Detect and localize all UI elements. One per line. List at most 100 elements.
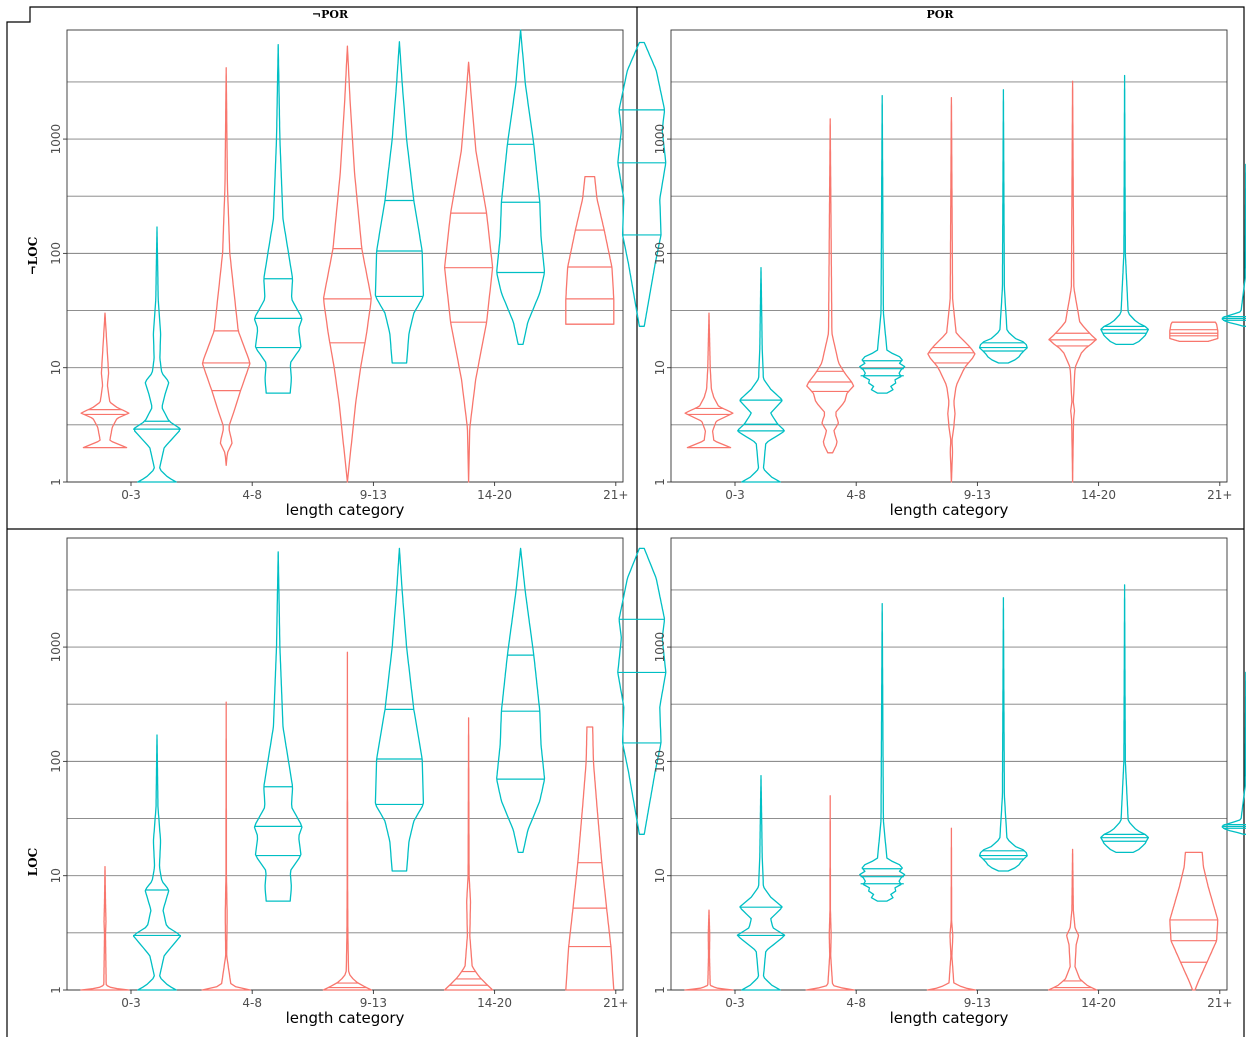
violin-red-21+	[565, 726, 615, 991]
violin-teal-9-13	[978, 597, 1028, 872]
violin-teal-4-8	[859, 602, 906, 902]
panel-border	[66, 29, 624, 483]
series-red	[80, 651, 615, 991]
x-tick-label: 9-13	[360, 488, 387, 502]
y-tick-label: 1000	[653, 632, 667, 663]
violin-teal-9-13	[374, 547, 425, 872]
violin-teal-21+	[617, 547, 667, 835]
violin-teal-4-8	[253, 44, 303, 394]
x-axis: 0-3 4-8 9-13 14-20 21+	[725, 482, 1232, 502]
x-axis-title: length category	[890, 501, 1009, 519]
series-red	[684, 80, 1219, 483]
x-tick-label: 21+	[603, 996, 628, 1010]
y-tick-label: 100	[49, 242, 63, 265]
series-teal	[133, 29, 667, 483]
x-tick-label: 4-8	[846, 488, 866, 502]
panel-2: 1 10 100 1000 0-3 4-8 9-13 14-20 21+ length categ…	[653, 29, 1246, 519]
y-axis: 1 10 100 1000	[653, 124, 671, 486]
violin-red-9-13	[322, 651, 373, 991]
violin-red-21+	[1169, 851, 1219, 991]
y-axis: 1 10 100 1000	[49, 632, 67, 994]
x-tick-label: 4-8	[242, 996, 262, 1010]
x-tick-label: 9-13	[964, 996, 991, 1010]
y-tick-label: 100	[49, 750, 63, 773]
violin-red-9-13	[927, 97, 976, 483]
row-label-loc: LOC	[26, 848, 40, 876]
violin-red-14-20	[1048, 80, 1097, 483]
panel-1: 1 10 100 1000 0-3 4-8 9-13 14-20 21+ length categ…	[49, 29, 667, 519]
y-tick-label: 100	[653, 750, 667, 773]
x-axis: 0-3 4-8 9-13 14-20 21+	[725, 990, 1232, 1010]
violin-red-21+	[565, 175, 615, 325]
x-tick-label: 9-13	[360, 996, 387, 1010]
violin-teal-4-8	[253, 551, 303, 902]
y-tick-label: 10	[49, 868, 63, 883]
column-label-por: POR	[927, 8, 955, 21]
violin-teal-0-3	[736, 775, 786, 991]
violin-teal-21+	[1221, 163, 1246, 327]
y-tick-label: 1000	[653, 124, 667, 155]
violin-teal-14-20	[1100, 74, 1149, 346]
violin-teal-0-3	[133, 226, 181, 483]
series-teal	[737, 74, 1246, 483]
x-tick-label: 0-3	[121, 996, 141, 1010]
y-tick-label: 1000	[49, 124, 63, 155]
violin-red-4-8	[805, 795, 855, 991]
violin-red-0-3	[80, 865, 130, 991]
y-tick-label: 1	[49, 986, 63, 994]
x-tick-label: 0-3	[725, 996, 745, 1010]
x-tick-label: 14-20	[477, 488, 512, 502]
violin-red-4-8	[201, 701, 251, 991]
y-tick-label: 10	[653, 360, 667, 375]
x-axis-title: length category	[286, 501, 405, 519]
x-tick-label: 21+	[1207, 996, 1232, 1010]
violin-teal-14-20	[496, 29, 546, 346]
violin-teal-21+	[617, 41, 667, 327]
x-tick-label: 21+	[1207, 488, 1232, 502]
violin-teal-4-8	[859, 94, 906, 394]
panel-border	[66, 537, 624, 991]
x-tick-label: 14-20	[1081, 488, 1116, 502]
x-tick-label: 21+	[603, 488, 628, 502]
x-tick-label: 14-20	[477, 996, 512, 1010]
column-label-not-por: ¬POR	[312, 8, 349, 21]
x-tick-label: 9-13	[964, 488, 991, 502]
violin-teal-9-13	[978, 89, 1028, 364]
gridlines	[67, 589, 623, 991]
violin-red-4-8	[806, 118, 855, 454]
violin-red-0-3	[684, 909, 734, 991]
series-teal	[736, 584, 1246, 991]
series-red	[80, 45, 615, 483]
x-tick-label: 0-3	[725, 488, 745, 502]
panel-border	[670, 537, 1228, 991]
y-tick-label: 1000	[49, 632, 63, 663]
panel-4: 1 10 100 1000 0-3 4-8 9-13 14-20 21+ length categ…	[653, 537, 1246, 1027]
violin-red-14-20	[443, 717, 494, 991]
y-tick-label: 1	[653, 986, 667, 994]
violin-red-14-20	[1047, 848, 1098, 991]
x-axis-title: length category	[286, 1009, 405, 1027]
figure-frame	[6, 6, 1245, 1037]
gridlines	[671, 589, 1227, 991]
y-tick-label: 10	[49, 360, 63, 375]
violin-teal-0-3	[737, 267, 785, 483]
y-axis: 1 10 100 1000	[49, 124, 67, 486]
x-tick-label: 4-8	[242, 488, 262, 502]
violin-red-9-13	[322, 45, 372, 483]
violin-teal-14-20	[1100, 584, 1150, 854]
violin-red-9-13	[926, 827, 977, 991]
panel-border	[670, 29, 1228, 483]
violin-red-21+	[1169, 321, 1219, 343]
row-label-not-loc: ¬LOC	[26, 237, 40, 276]
x-axis-title: length category	[890, 1009, 1009, 1027]
violin-teal-0-3	[132, 734, 182, 991]
series-red	[684, 795, 1219, 991]
x-tick-label: 4-8	[846, 996, 866, 1010]
violin-red-0-3	[80, 312, 130, 449]
violin-red-0-3	[684, 312, 734, 449]
x-axis: 0-3 4-8 9-13 14-20 21+	[121, 990, 628, 1010]
y-tick-label: 1	[653, 478, 667, 486]
y-tick-label: 1	[49, 478, 63, 486]
violin-red-4-8	[201, 67, 251, 466]
